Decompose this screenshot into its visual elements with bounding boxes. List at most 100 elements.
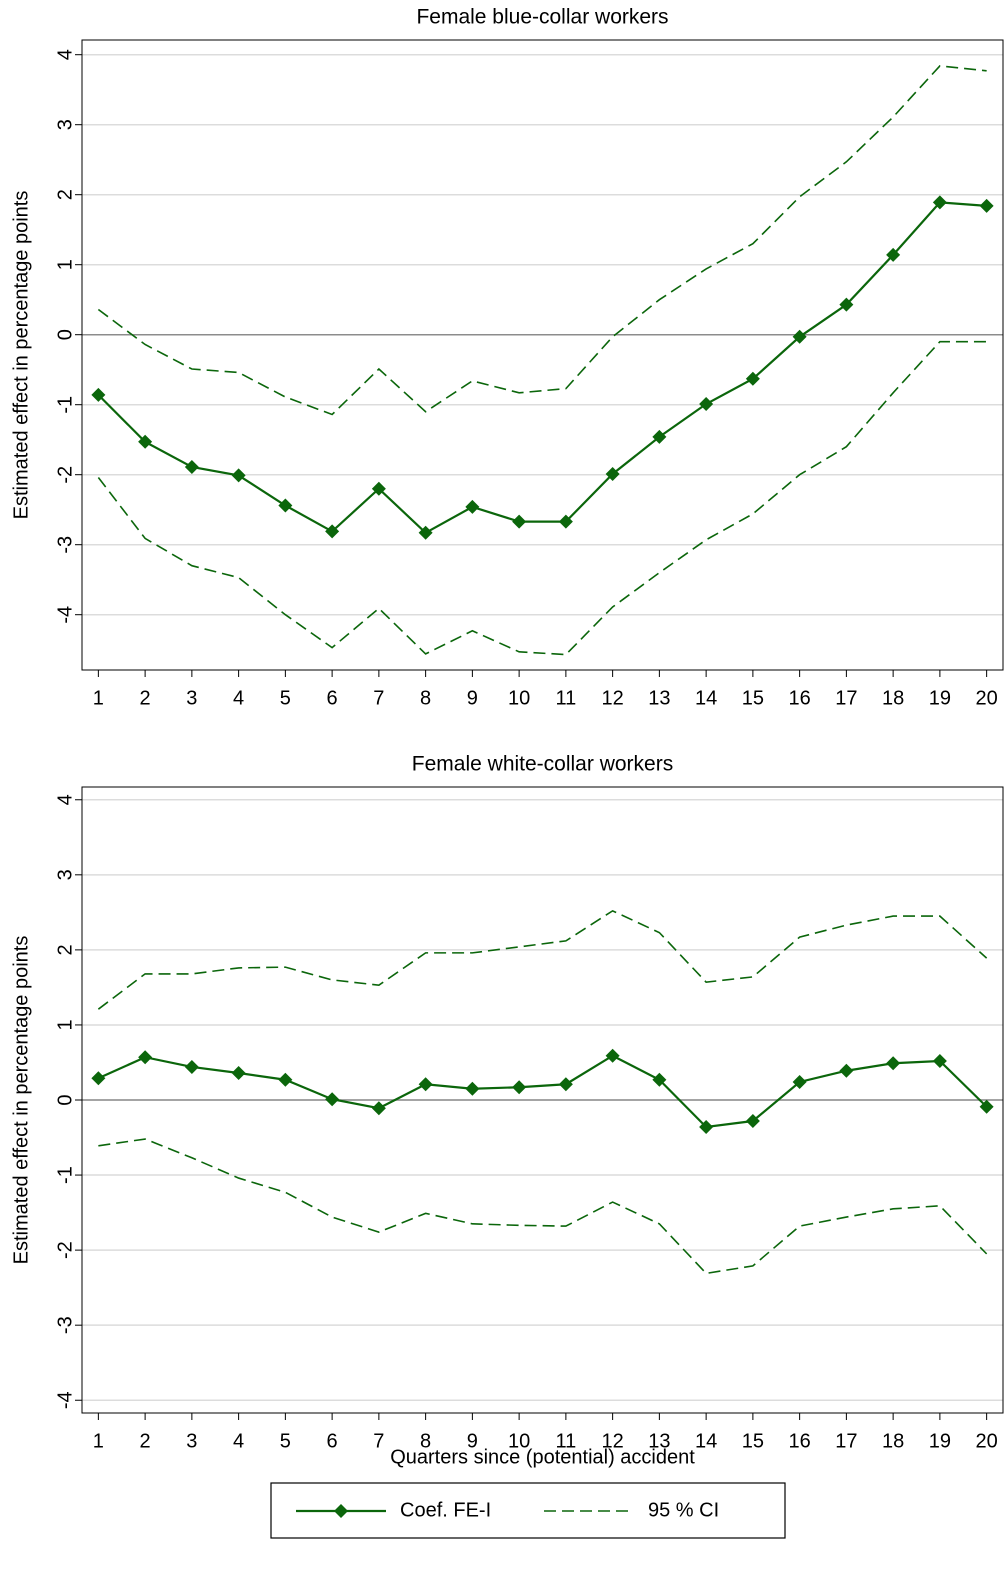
y-tick-label: 2 bbox=[54, 944, 76, 955]
x-tick-label: 9 bbox=[467, 1430, 478, 1452]
y-tick-label: 3 bbox=[54, 869, 76, 880]
point-marker bbox=[558, 1077, 573, 1092]
point-marker bbox=[91, 1071, 106, 1086]
y-tick-label: 3 bbox=[54, 119, 76, 130]
point-marker bbox=[184, 460, 199, 474]
point-marker bbox=[605, 467, 620, 481]
point-marker bbox=[745, 1114, 760, 1129]
x-tick-label: 13 bbox=[648, 1430, 670, 1452]
point-marker bbox=[979, 1099, 994, 1114]
y-tick-label: 4 bbox=[54, 794, 76, 805]
point-marker bbox=[138, 1050, 153, 1065]
point-marker bbox=[418, 525, 433, 540]
x-tick-label: 15 bbox=[742, 687, 764, 709]
x-tick-label: 19 bbox=[929, 687, 951, 709]
point-marker bbox=[699, 1120, 714, 1135]
y-tick-label: -4 bbox=[54, 1391, 76, 1409]
y-tick-label: 1 bbox=[54, 1019, 76, 1030]
y-axis-label: Estimated effect in percentage points bbox=[10, 191, 32, 520]
y-tick-label: -2 bbox=[54, 466, 76, 484]
x-tick-label: 1 bbox=[93, 687, 104, 709]
x-tick-label: 6 bbox=[327, 1430, 338, 1452]
x-tick-label: 17 bbox=[835, 1430, 857, 1452]
y-tick-label: 2 bbox=[54, 189, 76, 200]
point-marker bbox=[605, 1048, 620, 1063]
point-marker bbox=[278, 1072, 293, 1087]
y-tick-label: -4 bbox=[54, 606, 76, 624]
legend-marker bbox=[334, 1504, 348, 1518]
x-tick-label: 12 bbox=[602, 1430, 624, 1452]
point-marker bbox=[792, 1074, 807, 1089]
point-marker bbox=[371, 481, 386, 496]
y-tick-label: 1 bbox=[54, 259, 76, 270]
x-tick-label: 13 bbox=[648, 687, 670, 709]
point-marker bbox=[184, 1059, 199, 1074]
legend: Coef. FE-I 95 % CI bbox=[270, 1482, 786, 1539]
x-tick-label: 16 bbox=[789, 1430, 811, 1452]
point-marker bbox=[371, 1101, 386, 1116]
x-tick-label: 12 bbox=[602, 687, 624, 709]
x-tick-label: 7 bbox=[373, 687, 384, 709]
point-marker bbox=[325, 524, 340, 539]
x-tick-label: 10 bbox=[508, 687, 530, 709]
x-tick-label: 8 bbox=[420, 687, 431, 709]
legend-label: Coef. FE-I bbox=[400, 1499, 491, 1521]
x-tick-label: 19 bbox=[929, 1430, 951, 1452]
plot-frame bbox=[81, 786, 1004, 1414]
series-line bbox=[97, 909, 988, 1010]
point-marker bbox=[558, 514, 573, 529]
point-marker bbox=[231, 1065, 246, 1080]
y-tick-label: 4 bbox=[54, 49, 76, 60]
point-marker bbox=[839, 1063, 854, 1078]
x-tick-label: 3 bbox=[186, 1430, 197, 1452]
y-tick-label: -3 bbox=[54, 1316, 76, 1334]
y-axis-label: Estimated effect in percentage points bbox=[10, 936, 32, 1265]
x-tick-label: 4 bbox=[233, 1430, 244, 1452]
series-line bbox=[98, 1138, 988, 1275]
x-tick-label: 10 bbox=[508, 1430, 530, 1452]
y-tick-label: -3 bbox=[54, 536, 76, 554]
point-marker bbox=[652, 429, 667, 444]
point-marker bbox=[465, 499, 480, 514]
x-tick-label: 14 bbox=[695, 1430, 717, 1452]
x-tick-label: 8 bbox=[420, 1430, 431, 1452]
x-tick-label: 2 bbox=[140, 687, 151, 709]
point-marker bbox=[91, 387, 106, 402]
y-tick-label: -1 bbox=[54, 1166, 76, 1184]
plot-frame bbox=[81, 39, 1004, 671]
x-tick-label: 18 bbox=[882, 1430, 904, 1452]
x-tick-label: 20 bbox=[976, 687, 998, 709]
series-line bbox=[97, 1054, 988, 1129]
point-marker bbox=[792, 329, 807, 344]
x-tick-label: 1 bbox=[93, 1430, 104, 1452]
series-line bbox=[97, 65, 987, 416]
legend-label: 95 % CI bbox=[648, 1499, 719, 1521]
series-line bbox=[97, 340, 987, 656]
x-tick-label: 11 bbox=[555, 1430, 576, 1452]
x-tick-label: 17 bbox=[835, 687, 857, 709]
x-tick-label: 3 bbox=[186, 687, 197, 709]
point-marker bbox=[652, 1072, 667, 1087]
y-tick-label: 0 bbox=[54, 329, 76, 340]
x-axis-label: Quarters since (potential) accident bbox=[390, 1446, 695, 1468]
x-tick-label: 9 bbox=[467, 687, 478, 709]
point-marker bbox=[231, 468, 246, 483]
chart-title: Female white-collar workers bbox=[412, 753, 673, 776]
x-tick-label: 11 bbox=[555, 687, 576, 709]
x-tick-label: 15 bbox=[742, 1430, 764, 1452]
point-marker bbox=[512, 514, 527, 529]
y-tick-label: 0 bbox=[54, 1094, 76, 1105]
x-tick-label: 6 bbox=[327, 687, 338, 709]
x-tick-label: 5 bbox=[280, 1430, 291, 1452]
x-tick-label: 5 bbox=[280, 687, 291, 709]
x-tick-label: 18 bbox=[882, 687, 904, 709]
x-tick-label: 2 bbox=[140, 1430, 151, 1452]
point-marker bbox=[839, 297, 854, 312]
point-marker bbox=[138, 434, 153, 449]
point-marker bbox=[699, 397, 714, 411]
point-marker bbox=[325, 1092, 340, 1107]
point-marker bbox=[886, 1056, 901, 1071]
series-line bbox=[97, 201, 987, 535]
point-marker bbox=[512, 1080, 527, 1095]
point-marker bbox=[932, 195, 947, 210]
